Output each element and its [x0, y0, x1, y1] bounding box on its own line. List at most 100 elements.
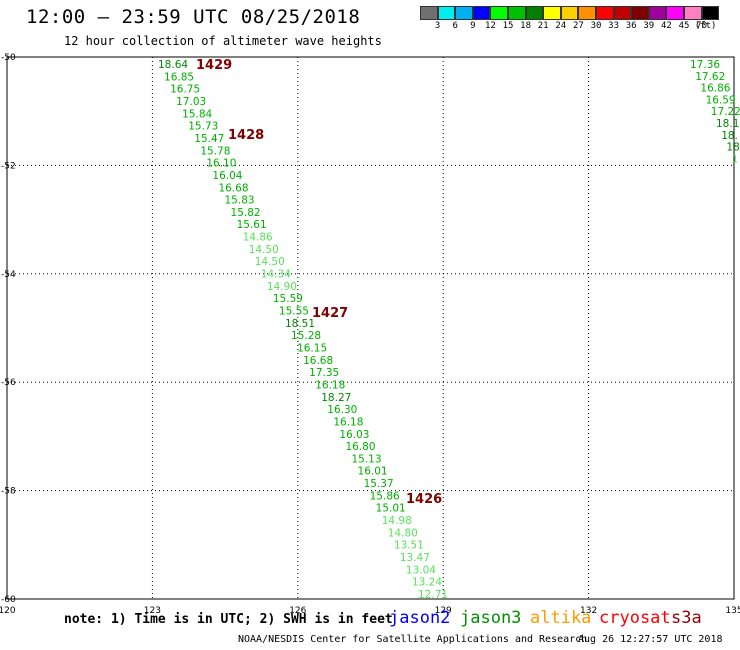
- y-tick-label: -54: [1, 270, 16, 280]
- satellite-s3a: s3a: [671, 608, 702, 628]
- legend-label-2: 9: [470, 21, 476, 31]
- swh-value: 15.01: [376, 503, 406, 515]
- swh-value: 15.28: [291, 330, 321, 342]
- legend-label-14: 45: [678, 21, 690, 31]
- swh-value: 13.04: [406, 564, 436, 576]
- swh-value: 17.03: [176, 96, 206, 108]
- swh-value: 13.51: [394, 540, 424, 552]
- swh-value-east: 17.62: [695, 71, 725, 83]
- legend-label-4: 15: [502, 21, 514, 31]
- legend-swatch-11: [613, 6, 632, 20]
- legend-swatch-14: [666, 6, 684, 20]
- swh-value: 15.47: [194, 133, 224, 145]
- satellite-altika: altika: [530, 608, 592, 628]
- x-tick-label: 120: [0, 606, 16, 616]
- legend-swatch-1: [437, 6, 456, 20]
- swh-value-east: 17.36: [690, 59, 720, 71]
- generation-timestamp: Aug 26 12:27:57 UTC 2018: [578, 634, 723, 645]
- swh-value: 16.30: [327, 404, 357, 416]
- swh-value: 12.71: [418, 589, 448, 601]
- swh-value-east: 18: [726, 142, 739, 154]
- swh-value: 18.64: [158, 59, 188, 71]
- chart-subtitle: 12 hour collection of altimeter wave hei…: [64, 34, 382, 48]
- swh-value: 16.03: [339, 429, 369, 441]
- swh-value: 15.83: [225, 195, 255, 207]
- legend-swatch-3: [472, 6, 491, 20]
- pass-number: 1427: [312, 306, 348, 321]
- swh-value: 14.50: [255, 256, 285, 268]
- pass-number: 1428: [228, 128, 264, 143]
- color-legend: 3 6 9 12 15 18 21 24 27 30 33 36 39 42 45 70 (ft): [420, 6, 740, 32]
- swh-value-east: 17.22: [711, 106, 740, 118]
- swh-value: 16.68: [303, 355, 333, 367]
- swh-value: 15.86: [370, 490, 400, 502]
- swh-value: 13.24: [412, 577, 442, 589]
- legend-label-0: 3: [434, 21, 441, 31]
- swh-value: 14.90: [267, 281, 297, 293]
- x-tick-label: 129: [435, 606, 452, 616]
- swh-value-east: 16.86: [700, 83, 730, 95]
- y-tick-label: -50: [1, 53, 16, 63]
- swh-value: 15.59: [273, 293, 303, 305]
- swh-value: 15.61: [237, 219, 267, 231]
- swh-value-east: 16.59: [706, 94, 736, 106]
- satellite-jason2: jason2: [389, 608, 451, 628]
- swh-value: 14.50: [249, 244, 279, 256]
- swh-value: 14.34: [261, 269, 291, 281]
- legend-label-9: 30: [590, 21, 602, 31]
- swh-value: 15.13: [351, 453, 381, 465]
- swh-value-east: 18.1: [716, 118, 739, 130]
- y-tick-label: -56: [1, 378, 16, 388]
- y-tick-label: -58: [1, 487, 16, 497]
- legend-label-11: 36: [625, 21, 637, 31]
- swh-value: 18.51: [285, 318, 315, 330]
- legend-swatch-8: [560, 6, 579, 20]
- x-tick-label: 135: [725, 606, 740, 616]
- swh-value: 16.15: [297, 342, 327, 354]
- swh-value: 16.80: [345, 441, 375, 453]
- x-tick-label: 132: [580, 606, 597, 616]
- legend-label-1: 6: [452, 21, 458, 31]
- swh-value: 16.68: [218, 182, 248, 194]
- legend-label-6: 21: [537, 21, 549, 31]
- legend-swatch-6: [525, 6, 544, 20]
- swh-value: 16.85: [164, 71, 194, 83]
- legend-swatch-2: [455, 6, 473, 20]
- swh-value: 15.78: [200, 145, 230, 157]
- legend-swatch-15: [683, 6, 702, 20]
- y-tick-label: -60: [1, 595, 16, 605]
- swh-value: 15.82: [231, 207, 261, 219]
- legend-swatches: [420, 6, 740, 20]
- chart-title: 12:00 — 23:59 UTC 08/25/2018: [26, 6, 361, 28]
- footer-note: note: 1) Time is in UTC; 2) SWH is in fe…: [64, 612, 393, 627]
- legend-swatch-10: [595, 6, 614, 20]
- y-tick-label: -52: [1, 161, 16, 171]
- legend-label-13: 42: [660, 21, 672, 31]
- satellite-jason3: jason3: [460, 608, 522, 628]
- legend-swatch-7: [543, 6, 561, 20]
- swh-value: 15.55: [279, 306, 309, 318]
- legend-label-5: 18: [520, 21, 532, 31]
- legend-label-12: 39: [643, 21, 655, 31]
- swh-value: 14.80: [388, 527, 418, 539]
- legend-swatch-0: [420, 6, 438, 20]
- x-tick-label: 123: [144, 606, 161, 616]
- swh-value: 14.86: [243, 232, 273, 244]
- swh-value: 16.18: [333, 416, 363, 428]
- swh-value: 17.35: [309, 367, 339, 379]
- legend-label-3: 12: [484, 21, 496, 31]
- legend-label-16: (ft): [694, 21, 717, 31]
- credit-line: NOAA/NESDIS Center for Satellite Applica…: [238, 634, 588, 645]
- pass-number: 1429: [196, 58, 232, 73]
- legend-swatch-16: [701, 6, 720, 20]
- swh-value-east: 1: [732, 153, 739, 165]
- swh-value-east: 18.: [721, 130, 738, 142]
- swh-value: 15.37: [364, 478, 394, 490]
- swh-value: 15.84: [182, 108, 212, 120]
- swh-value: 16.75: [170, 84, 200, 96]
- swh-value: 16.10: [206, 158, 236, 170]
- pass-number: 1426: [406, 492, 442, 507]
- legend-label-15: 70: [696, 21, 708, 31]
- legend-label-8: 27: [572, 21, 584, 31]
